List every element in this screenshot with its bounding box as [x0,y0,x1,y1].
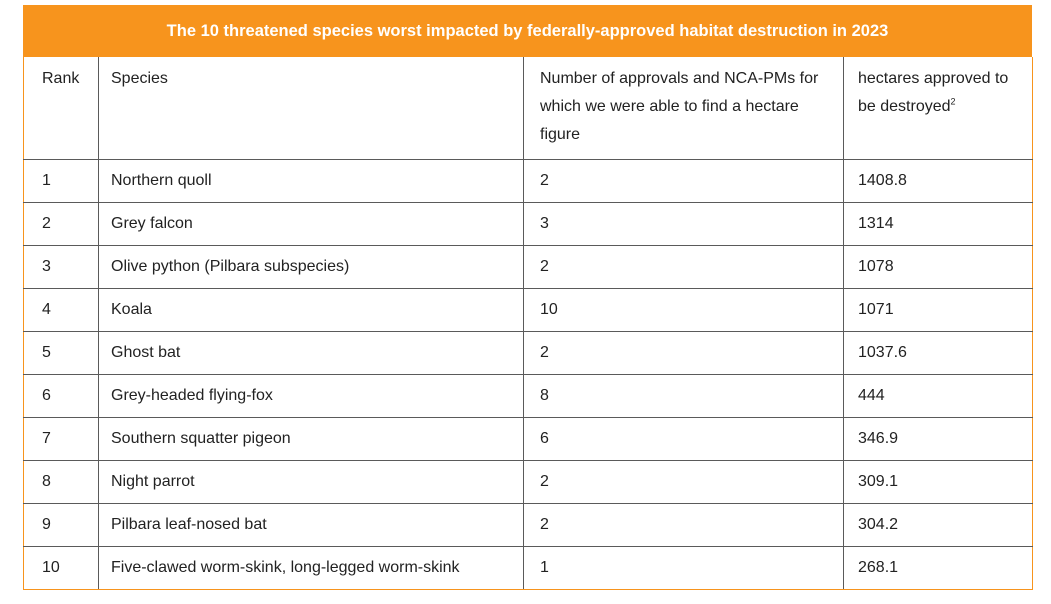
cell-rank: 8 [23,459,99,504]
cell-approvals: 1 [523,545,844,590]
table-title: The 10 threatened species worst impacted… [23,5,1032,57]
header-row: Rank Species Number of approvals and NCA… [23,57,1033,160]
table-row: 7 Southern squatter pigeon 6 346.9 [23,416,1033,461]
cell-rank: 10 [23,545,99,590]
cell-rank: 6 [23,373,99,418]
species-table: Rank Species Number of approvals and NCA… [23,57,1033,590]
table-body: 1 Northern quoll 2 1408.8 2 Grey falcon 3 1314 3… [23,158,1033,590]
cell-rank: 1 [23,158,99,203]
cell-approvals: 2 [523,158,844,203]
cell-approvals: 2 [523,244,844,289]
cell-species: Night parrot [98,459,524,504]
cell-hectares: 1314 [843,201,1033,246]
cell-hectares: 1078 [843,244,1033,289]
cell-hectares: 444 [843,373,1033,418]
cell-species: Northern quoll [98,158,524,203]
cell-rank: 3 [23,244,99,289]
header-hectares-label: hectares approved to be destroyed [858,70,1009,115]
cell-approvals: 8 [523,373,844,418]
cell-approvals: 10 [523,287,844,332]
cell-approvals: 6 [523,416,844,461]
cell-rank: 4 [23,287,99,332]
header-species: Species [98,57,524,160]
cell-approvals: 2 [523,502,844,547]
cell-species: Grey falcon [98,201,524,246]
table-row: 3 Olive python (Pilbara subspecies) 2 1078 [23,244,1033,289]
cell-species: Koala [98,287,524,332]
header-approvals: Number of approvals and NCA-PMs for whic… [523,57,844,160]
table-row: 1 Northern quoll 2 1408.8 [23,158,1033,203]
cell-species: Ghost bat [98,330,524,375]
cell-species: Southern squatter pigeon [98,416,524,461]
cell-hectares: 304.2 [843,502,1033,547]
header-hectares-footnote: 2 [950,96,956,107]
cell-hectares: 309.1 [843,459,1033,504]
cell-hectares: 1071 [843,287,1033,332]
cell-hectares: 346.9 [843,416,1033,461]
cell-hectares: 268.1 [843,545,1033,590]
cell-approvals: 2 [523,459,844,504]
cell-species: Five-clawed worm-skink, long-legged worm… [98,545,524,590]
cell-hectares: 1037.6 [843,330,1033,375]
table-row: 10 Five-clawed worm-skink, long-legged wo… [23,545,1033,590]
cell-rank: 2 [23,201,99,246]
cell-species: Pilbara leaf-nosed bat [98,502,524,547]
cell-approvals: 3 [523,201,844,246]
table-row: 9 Pilbara leaf-nosed bat 2 304.2 [23,502,1033,547]
table-row: 8 Night parrot 2 309.1 [23,459,1033,504]
header-rank: Rank [23,57,99,160]
header-hectares: hectares approved to be destroyed2 [843,57,1033,160]
cell-species: Olive python (Pilbara subspecies) [98,244,524,289]
cell-rank: 9 [23,502,99,547]
cell-hectares: 1408.8 [843,158,1033,203]
table-row: 2 Grey falcon 3 1314 [23,201,1033,246]
table-row: 4 Koala 10 1071 [23,287,1033,332]
species-table-container: The 10 threatened species worst impacted… [23,5,1033,590]
table-row: 6 Grey-headed flying-fox 8 444 [23,373,1033,418]
table-row: 5 Ghost bat 2 1037.6 [23,330,1033,375]
cell-approvals: 2 [523,330,844,375]
cell-rank: 7 [23,416,99,461]
cell-rank: 5 [23,330,99,375]
cell-species: Grey-headed flying-fox [98,373,524,418]
